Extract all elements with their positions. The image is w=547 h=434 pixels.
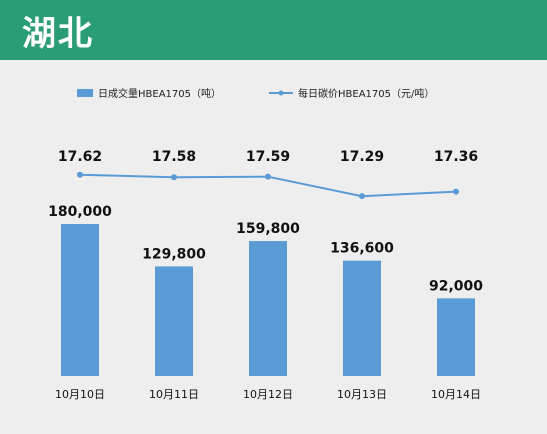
volume-data-label: 180,000 — [48, 204, 112, 220]
volume-bar — [437, 298, 475, 376]
price-point — [171, 174, 177, 181]
price-data-label: 17.58 — [152, 149, 196, 165]
x-axis: 10月10日 10月11日 10月12日 10月13日 10月14日 — [55, 388, 481, 401]
price-point — [265, 173, 271, 180]
volume-bar — [155, 266, 193, 376]
legend-label-price: 每日碳价HBEA1705（元/吨） — [298, 87, 434, 100]
price-point — [77, 171, 83, 178]
legend-bar-swatch — [77, 89, 93, 97]
x-tick-label: 10月10日 — [55, 388, 105, 401]
volume-data-label: 129,800 — [142, 246, 206, 262]
price-data-label: 17.62 — [58, 149, 102, 165]
volume-data-label: 159,800 — [236, 221, 300, 237]
x-tick-label: 10月14日 — [431, 388, 481, 401]
volume-bar — [61, 224, 99, 376]
price-data-label: 17.29 — [340, 149, 384, 165]
chart-panel: 日成交量HBEA1705（吨） 每日碳价HBEA1705（元/吨） 17.62 17… — [0, 60, 547, 434]
price-data-label: 17.59 — [246, 149, 290, 165]
price-data-label: 17.36 — [434, 149, 478, 165]
price-point — [359, 193, 365, 200]
legend-line-marker — [278, 90, 284, 96]
page-title: 湖北 — [22, 14, 94, 54]
volume-data-label: 136,600 — [330, 241, 394, 257]
legend-label-volume: 日成交量HBEA1705（吨） — [98, 87, 221, 100]
combo-chart: 日成交量HBEA1705（吨） 每日碳价HBEA1705（元/吨） 17.62 17… — [48, 87, 483, 401]
x-tick-label: 10月12日 — [243, 388, 293, 401]
volume-bar-layer: 180,000 129,800 159,800 136,600 92,000 — [48, 204, 483, 376]
volume-data-label: 92,000 — [429, 278, 483, 294]
volume-bar — [249, 241, 287, 376]
chart-legend: 日成交量HBEA1705（吨） 每日碳价HBEA1705（元/吨） — [77, 87, 434, 100]
volume-bar — [343, 260, 381, 376]
price-point — [453, 188, 459, 195]
x-tick-label: 10月11日 — [149, 388, 199, 401]
header-bar: 湖北 — [0, 0, 547, 60]
x-tick-label: 10月13日 — [337, 388, 387, 401]
price-line-layer: 17.62 17.58 17.59 17.29 17.36 — [58, 149, 478, 200]
